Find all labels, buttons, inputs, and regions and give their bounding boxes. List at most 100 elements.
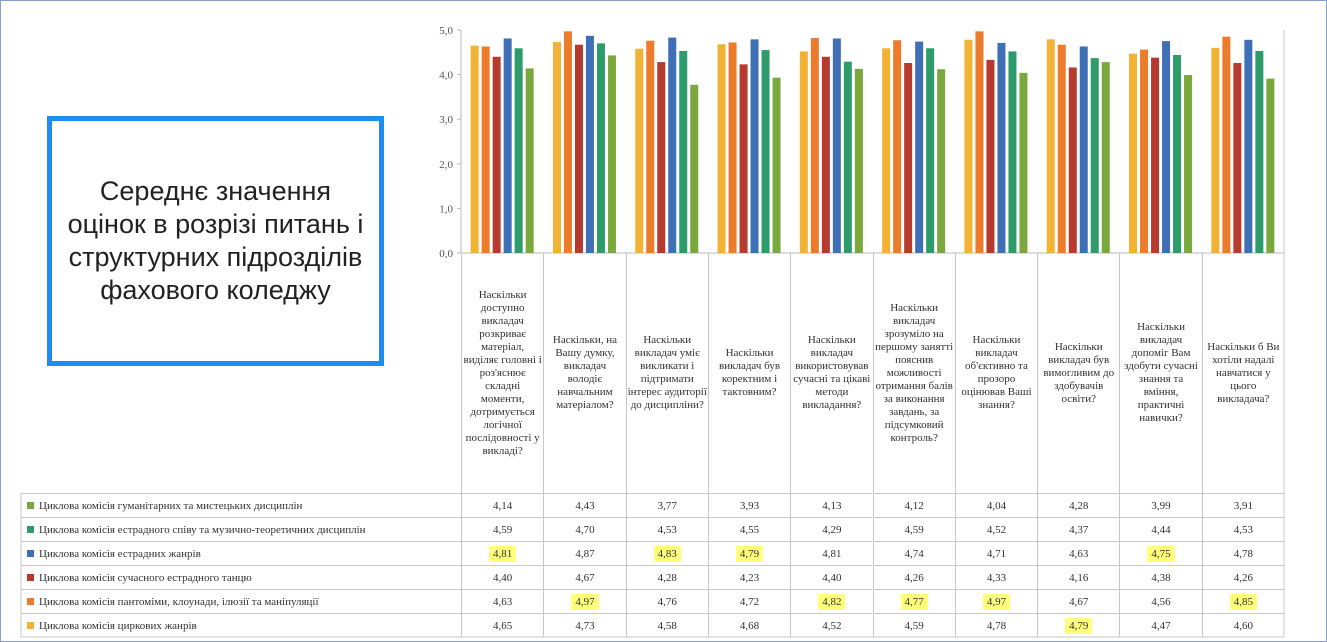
bar (1140, 49, 1149, 254)
table-cell: 4,28 (1037, 493, 1120, 517)
table-cell: 4,67 (543, 565, 626, 589)
y-tick-label: 1,0 (439, 203, 453, 215)
bar (1068, 67, 1077, 254)
bar (739, 64, 748, 253)
chart-title: Середнє значення оцінок в розрізі питань… (47, 116, 384, 366)
data-label: 4,33 (986, 571, 1007, 584)
x-tick-label: Наскільки викладач об'єктивно та прозоро… (954, 253, 1037, 493)
legend-swatch (27, 622, 34, 629)
bar (975, 31, 984, 254)
data-label: 4,13 (822, 499, 842, 512)
table-cell: 4,82 (790, 589, 873, 613)
data-label: 4,29 (822, 523, 842, 536)
bar (1151, 57, 1160, 253)
x-tick-label: Наскільки викладач уміє викликати і підт… (625, 253, 708, 493)
bar (1129, 53, 1138, 253)
table-cell: 4,67 (1037, 589, 1120, 613)
data-label: 4,97 (571, 593, 599, 610)
table-cell: 4,44 (1119, 517, 1202, 541)
data-label: 4,04 (986, 499, 1007, 512)
data-label: 4,43 (575, 499, 595, 512)
bar (986, 59, 995, 253)
table-cell: 3,77 (625, 493, 708, 517)
data-label: 4,67 (1069, 595, 1089, 608)
bar (1162, 41, 1171, 254)
bar (1211, 47, 1220, 254)
data-label: 3,99 (1151, 499, 1171, 512)
data-label: 4,14 (493, 499, 513, 512)
data-label: 4,77 (900, 593, 928, 610)
bar (1057, 44, 1066, 253)
data-label: 4,47 (1151, 619, 1171, 632)
data-label: 4,55 (739, 523, 760, 536)
bar (915, 41, 924, 253)
data-label: 4,40 (493, 571, 513, 584)
x-tick-label: Наскільки, на Вашу думку, викладач волод… (543, 253, 625, 493)
bar (904, 63, 913, 254)
bar (997, 42, 1006, 254)
data-label: 4,16 (1069, 571, 1089, 584)
table-cell: 4,60 (1201, 613, 1284, 637)
bar (1079, 46, 1088, 253)
bar (635, 48, 644, 254)
legend-swatch (27, 574, 34, 581)
legend-swatch (27, 526, 34, 533)
bar (761, 50, 770, 253)
data-label: 4,79 (735, 545, 764, 562)
x-tick-label: Наскільки викладач був вимогливим до здо… (1037, 253, 1119, 493)
data-label: 4,60 (1233, 619, 1253, 632)
data-label: 4,81 (489, 545, 517, 562)
data-label: 4,65 (493, 619, 513, 632)
bar (1266, 78, 1275, 253)
table-cell: 4,38 (1119, 565, 1202, 589)
table-cell: 4,73 (543, 613, 626, 637)
data-label: 4,76 (657, 595, 677, 608)
bar (552, 42, 561, 254)
bar (810, 38, 819, 253)
legend-swatch (27, 550, 34, 557)
legend-label: Циклова комісія естрадного співу та музи… (39, 523, 366, 536)
data-label: 4,38 (1151, 571, 1171, 584)
x-tick-label: Наскільки доступно викладач розкриває ма… (461, 253, 543, 493)
data-label: 4,72 (739, 595, 760, 608)
data-label: 4,52 (986, 523, 1007, 536)
data-label: 4,68 (739, 619, 760, 632)
table-cell: 4,59 (872, 613, 955, 637)
table-cell: 4,56 (1119, 589, 1202, 613)
bar (1255, 50, 1264, 253)
bar (679, 50, 688, 253)
bar (854, 68, 863, 253)
data-label: 4,75 (1147, 545, 1175, 562)
table-cell: 4,59 (872, 517, 955, 541)
y-tick-label: 2,0 (439, 159, 453, 171)
table-cell: 4,12 (872, 493, 955, 517)
data-label: 4,44 (1151, 523, 1171, 536)
bar (893, 40, 902, 254)
x-tick-label: Наскільки викладач використовував сучасн… (790, 253, 872, 493)
table-cell: 4,79 (707, 541, 791, 565)
bar (525, 68, 534, 253)
data-label: 3,93 (739, 499, 760, 512)
data-label: 4,78 (1233, 547, 1253, 560)
bar (585, 35, 594, 253)
table-cell: 4,04 (954, 493, 1038, 517)
x-tick-label: Наскільки викладач допоміг Вам здобути с… (1119, 253, 1201, 493)
bar (668, 37, 677, 253)
data-label: 4,67 (575, 571, 595, 584)
bar (1173, 54, 1182, 254)
legend-label: Циклова комісія циркових жанрів (39, 619, 197, 632)
legend-swatch (27, 502, 34, 509)
data-label: 4,28 (657, 571, 677, 584)
bar (514, 48, 523, 254)
data-label: 4,52 (822, 619, 842, 632)
data-label: 4,63 (493, 595, 513, 608)
x-tick-label: Наскільки викладач зрозуміло на першому … (872, 253, 955, 493)
table-cell: 4,97 (543, 589, 626, 613)
legend-label: Циклова комісія гуманітарних та мистецьк… (39, 499, 303, 512)
legend-label: Циклова комісія сучасного естрадного тан… (39, 571, 252, 584)
table-cell: 4,79 (1037, 613, 1120, 637)
legend-entry: Циклова комісія гуманітарних та мистецьк… (21, 493, 461, 517)
bar (574, 44, 583, 253)
data-label: 3,91 (1233, 499, 1253, 512)
